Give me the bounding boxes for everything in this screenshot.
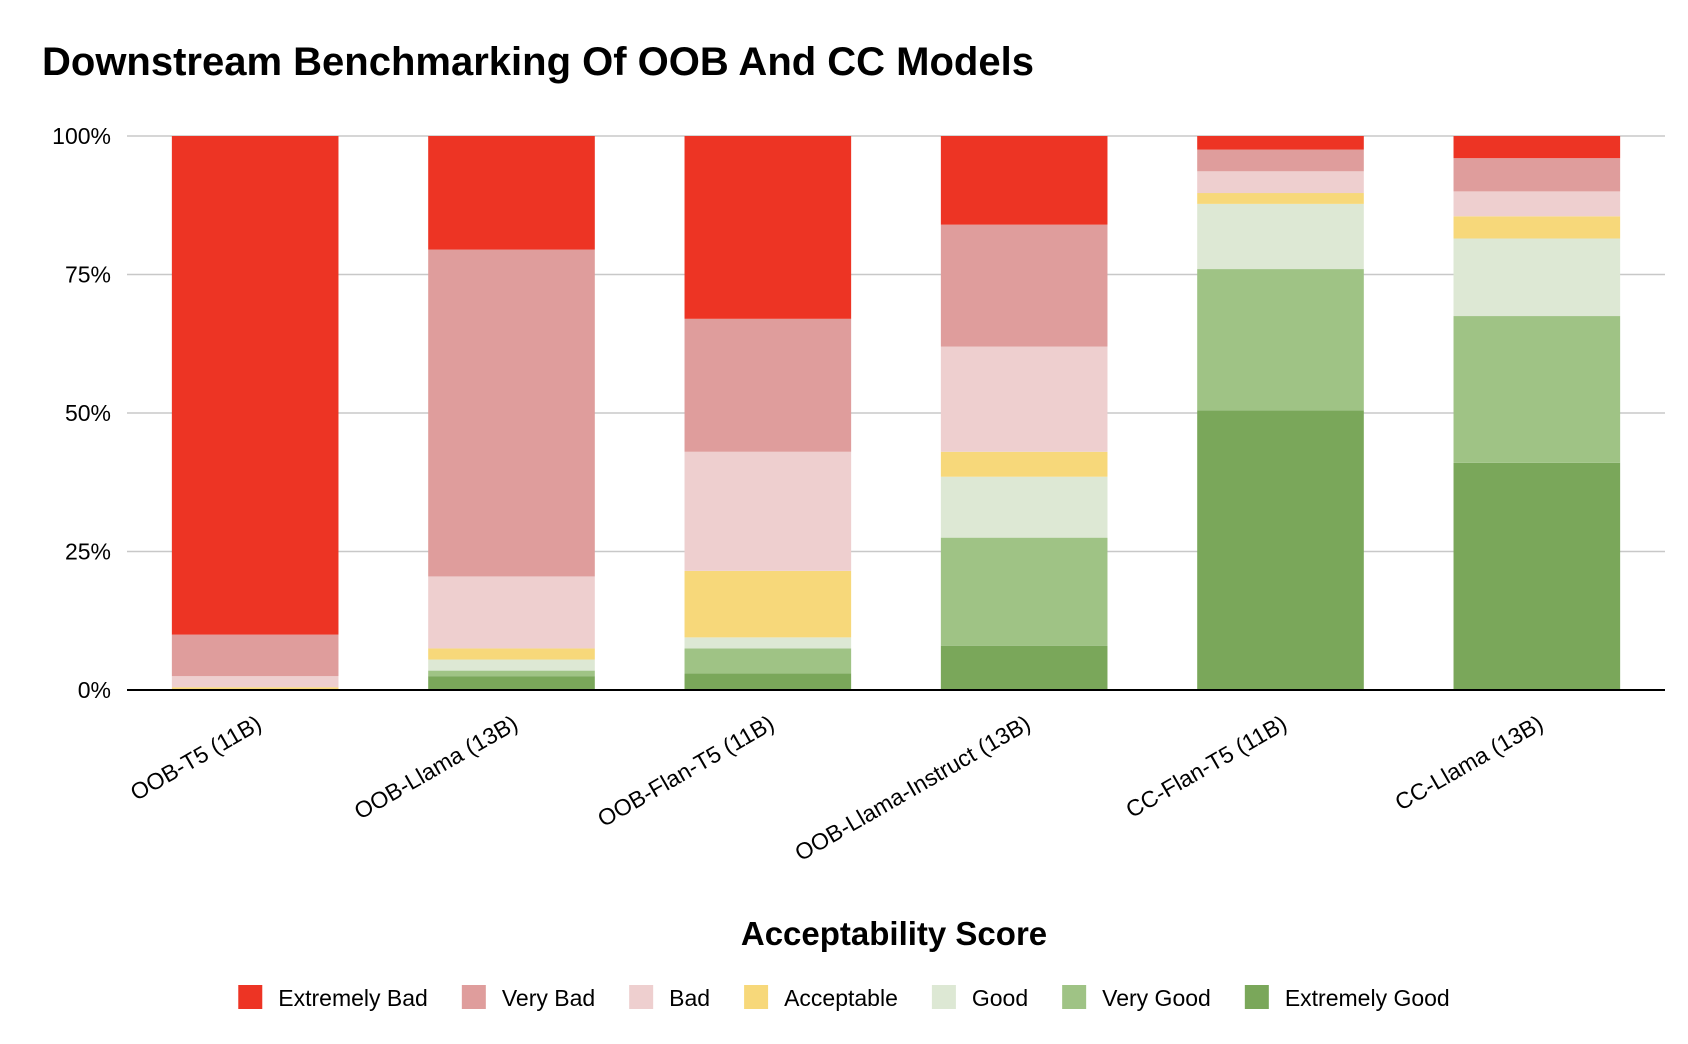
- bar-oob-llama-13b-bad: [428, 576, 595, 649]
- bar-cc-flan-t5-11b-very-bad: [1197, 149, 1364, 172]
- bar-oob-llama-instruct-13b-acceptable: [940, 451, 1108, 477]
- legend-swatch: [461, 985, 486, 1009]
- bar-cc-flan-t5-11b-very-good: [1197, 269, 1364, 411]
- bar-oob-flan-t5-11b-extremely-good: [684, 673, 852, 690]
- legend-swatch: [629, 985, 654, 1009]
- legend-label: Extremely Bad: [278, 985, 428, 1011]
- bar-oob-llama-13b-extremely-bad: [428, 136, 595, 250]
- legend-swatch: [1244, 985, 1269, 1009]
- bar-oob-llama-instruct-13b-extremely-bad: [940, 136, 1108, 225]
- y-tick-label: 25%: [65, 539, 111, 565]
- bar-oob-llama-instruct-13b-very-bad: [940, 224, 1108, 347]
- legend-label: Very Good: [1102, 985, 1211, 1011]
- y-tick-label: 0%: [78, 677, 111, 703]
- bar-cc-llama-13b-acceptable: [1453, 216, 1621, 239]
- y-tick-label: 100%: [52, 123, 111, 149]
- x-axis-title: Acceptability Score: [741, 915, 1047, 952]
- x-tick-label: OOB-Llama-Instruct (13B): [790, 710, 1034, 866]
- legend: Extremely Bad Very Bad Bad Acceptable Good Ve…: [238, 985, 1450, 1011]
- legend-swatch: [931, 985, 956, 1009]
- x-tick-label: OOB-T5 (11B): [126, 710, 266, 806]
- bar-cc-flan-t5-11b-bad: [1197, 171, 1364, 194]
- bar-cc-flan-t5-11b-extremely-bad: [1197, 136, 1364, 150]
- y-tick-label: 50%: [65, 400, 111, 426]
- bar-oob-flan-t5-11b-very-good: [684, 648, 852, 674]
- grid-layer: [127, 135, 1665, 553]
- bar-oob-llama-instruct-13b-very-good: [940, 537, 1108, 646]
- bar-oob-llama-13b-very-good: [428, 670, 595, 677]
- legend-item-bad: Bad: [629, 985, 710, 1011]
- bar-oob-llama-13b-good: [428, 659, 595, 671]
- bar-oob-t5-11b-very-bad: [171, 634, 339, 677]
- bar-oob-flan-t5-11b-bad: [684, 451, 852, 571]
- bar-cc-flan-t5-11b-good: [1197, 203, 1364, 270]
- legend-label: Good: [972, 985, 1028, 1011]
- legend-item-extremely-good: Extremely Good: [1244, 985, 1450, 1011]
- y-tick-label: 75%: [65, 262, 111, 288]
- bar-oob-flan-t5-11b-extremely-bad: [684, 136, 852, 319]
- chart-title: Downstream Benchmarking Of OOB And CC Mo…: [42, 40, 1034, 84]
- bar-oob-t5-11b-acceptable: [171, 687, 339, 690]
- bar-oob-llama-instruct-13b-extremely-good: [940, 645, 1108, 690]
- x-tick-label: OOB-Llama (13B): [350, 710, 522, 825]
- bar-cc-llama-13b-very-bad: [1453, 158, 1621, 192]
- bar-oob-flan-t5-11b-good: [684, 637, 852, 649]
- legend-item-acceptable: Acceptable: [744, 985, 898, 1011]
- legend-label: Acceptable: [784, 985, 898, 1011]
- bar-cc-llama-13b-good: [1453, 238, 1621, 317]
- bar-oob-llama-13b-extremely-good: [428, 676, 595, 690]
- legend-item-very-bad: Very Bad: [461, 985, 595, 1011]
- legend-swatch: [744, 985, 769, 1009]
- bar-cc-llama-13b-bad: [1453, 191, 1621, 217]
- x-tick-label: CC-Flan-T5 (11B): [1121, 710, 1291, 823]
- legend-item-good: Good: [931, 985, 1028, 1011]
- bar-oob-llama-13b-acceptable: [428, 648, 595, 660]
- x-tick-label: CC-Llama (13B): [1390, 710, 1547, 816]
- bar-oob-t5-11b-bad: [171, 676, 339, 688]
- legend-item-very-good: Very Good: [1062, 985, 1211, 1011]
- bar-cc-llama-13b-extremely-bad: [1453, 136, 1621, 159]
- legend-label: Very Bad: [502, 985, 595, 1011]
- legend-label: Bad: [669, 985, 710, 1011]
- bar-cc-llama-13b-very-good: [1453, 316, 1621, 463]
- bar-oob-llama-13b-very-bad: [428, 249, 595, 577]
- legend-item-extremely-bad: Extremely Bad: [238, 985, 428, 1011]
- x-tick-label: OOB-Flan-T5 (11B): [593, 710, 778, 832]
- bar-cc-flan-t5-11b-extremely-good: [1197, 410, 1364, 690]
- bar-oob-llama-instruct-13b-good: [940, 476, 1108, 538]
- legend-swatch: [1062, 985, 1087, 1009]
- legend-swatch: [238, 985, 263, 1009]
- bar-oob-llama-instruct-13b-bad: [940, 346, 1108, 452]
- bar-oob-t5-11b-extremely-bad: [171, 136, 339, 635]
- bar-oob-flan-t5-11b-acceptable: [684, 570, 852, 638]
- bar-cc-llama-13b-extremely-good: [1453, 462, 1621, 690]
- bar-cc-flan-t5-11b-acceptable: [1197, 193, 1364, 204]
- bar-layer: [171, 136, 1621, 690]
- legend-label: Extremely Good: [1285, 985, 1450, 1011]
- bar-oob-flan-t5-11b-very-bad: [684, 318, 852, 452]
